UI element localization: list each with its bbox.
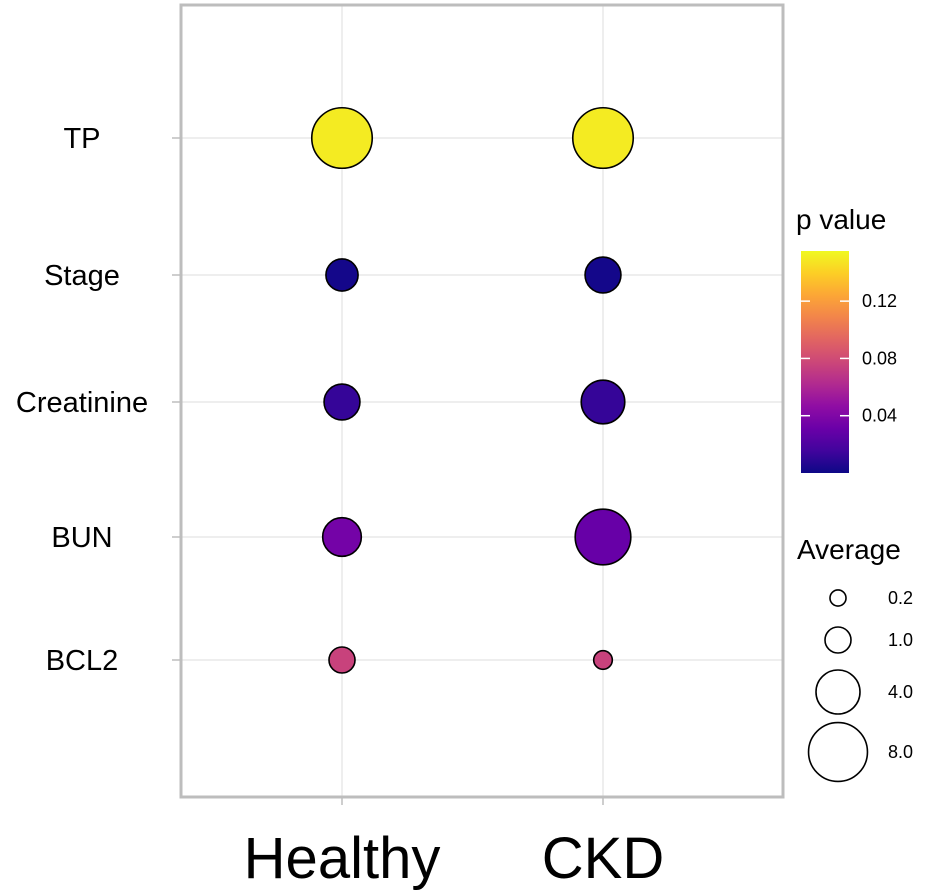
point-healthy-creatinine [323, 383, 361, 421]
data-points [310, 106, 635, 674]
y-tick-label: BCL2 [46, 645, 119, 677]
color-legend-label: 0.12 [862, 291, 897, 311]
color-legend-title: p value [796, 204, 886, 235]
point-healthy-tp [310, 106, 374, 170]
color-legend: p value 0.04 0.08 0.12 [796, 204, 897, 473]
y-tick-label: BUN [51, 522, 112, 554]
point-ckd-bcl2 [592, 649, 614, 671]
point-ckd-creatinine [580, 379, 626, 425]
size-legend-circle [807, 721, 869, 783]
color-legend-label: 0.08 [862, 348, 897, 368]
point-ckd-stage [584, 256, 622, 294]
size-legend-label: 0.2 [888, 588, 913, 608]
plot-panel-border [179, 3, 785, 799]
point-ckd-bun [574, 508, 632, 566]
size-legend-label: 1.0 [888, 630, 913, 650]
point-healthy-bun [321, 516, 363, 558]
size-legend-circle [829, 589, 847, 607]
x-tick-label: Healthy [244, 826, 441, 890]
point-healthy-stage [325, 258, 359, 292]
size-legend-label: 4.0 [888, 682, 913, 702]
size-legend-circle [815, 669, 861, 715]
y-tick-label: Creatinine [16, 387, 148, 419]
color-legend-bar [801, 251, 849, 473]
size-legend-label: 8.0 [888, 742, 913, 762]
y-axis: TP Stage Creatinine BUN BCL2 [16, 123, 181, 677]
size-legend-title: Average [797, 534, 901, 565]
color-legend-label: 0.04 [862, 406, 897, 426]
size-legend: Average 0.2 1.0 4.0 8.0 [797, 534, 913, 783]
y-tick-label: Stage [44, 260, 120, 292]
y-tick-label: TP [63, 123, 100, 155]
x-tick-label: CKD [542, 826, 664, 890]
point-ckd-tp [571, 106, 635, 170]
size-legend-circle [824, 626, 852, 654]
x-axis: Healthy CKD [244, 797, 664, 890]
grid-lines [181, 5, 783, 797]
point-healthy-bcl2 [328, 646, 356, 674]
